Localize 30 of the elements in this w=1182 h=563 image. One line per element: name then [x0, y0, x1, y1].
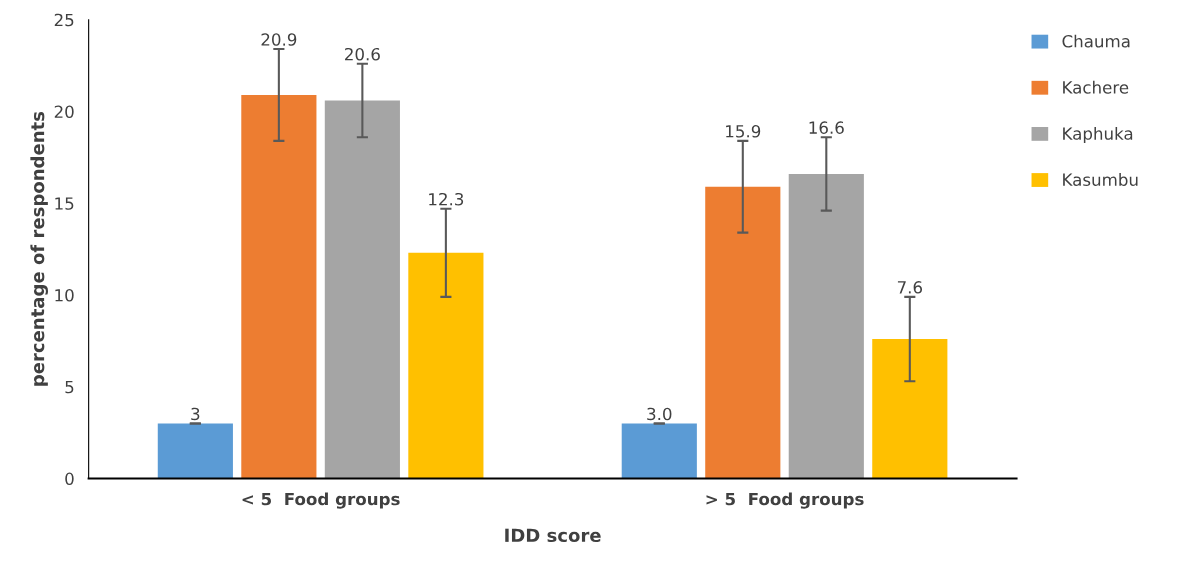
x-tick-label: > 5 Food groups — [706, 492, 864, 509]
y-axis-title: percentage of respondents — [30, 111, 48, 386]
legend-label: Chauma — [1062, 34, 1130, 48]
bar — [157, 423, 233, 479]
data-label: 15.9 — [726, 125, 761, 138]
y-tick-label: 10 — [55, 288, 74, 302]
data-label: 12.3 — [429, 192, 464, 206]
bar — [788, 173, 864, 479]
x-axis-title: IDD score — [505, 528, 601, 543]
data-label: 3 — [191, 407, 200, 421]
y-tick-label: 20 — [54, 105, 74, 119]
y-tick-label: 5 — [65, 380, 74, 394]
bar — [872, 339, 948, 479]
data-label: 20.9 — [261, 33, 297, 46]
bar — [621, 423, 697, 479]
legend-label: Kaphuka — [1063, 126, 1133, 144]
bar — [408, 252, 484, 479]
data-label: 7.6 — [897, 281, 923, 294]
x-tick-label: < 5 Food groups — [242, 492, 400, 509]
data-label: 20.6 — [345, 47, 380, 61]
bar — [241, 94, 317, 479]
legend-label: Kasumbu — [1063, 173, 1138, 187]
data-label: 3.0 — [647, 407, 672, 421]
bar — [705, 186, 781, 479]
y-tick-label: 25 — [54, 13, 74, 27]
y-tick-label: 15 — [55, 197, 74, 210]
y-tick-label: 0 — [65, 472, 74, 486]
bar — [324, 100, 400, 479]
legend-label: Kachere — [1063, 80, 1129, 94]
data-label: 16.6 — [809, 121, 844, 134]
